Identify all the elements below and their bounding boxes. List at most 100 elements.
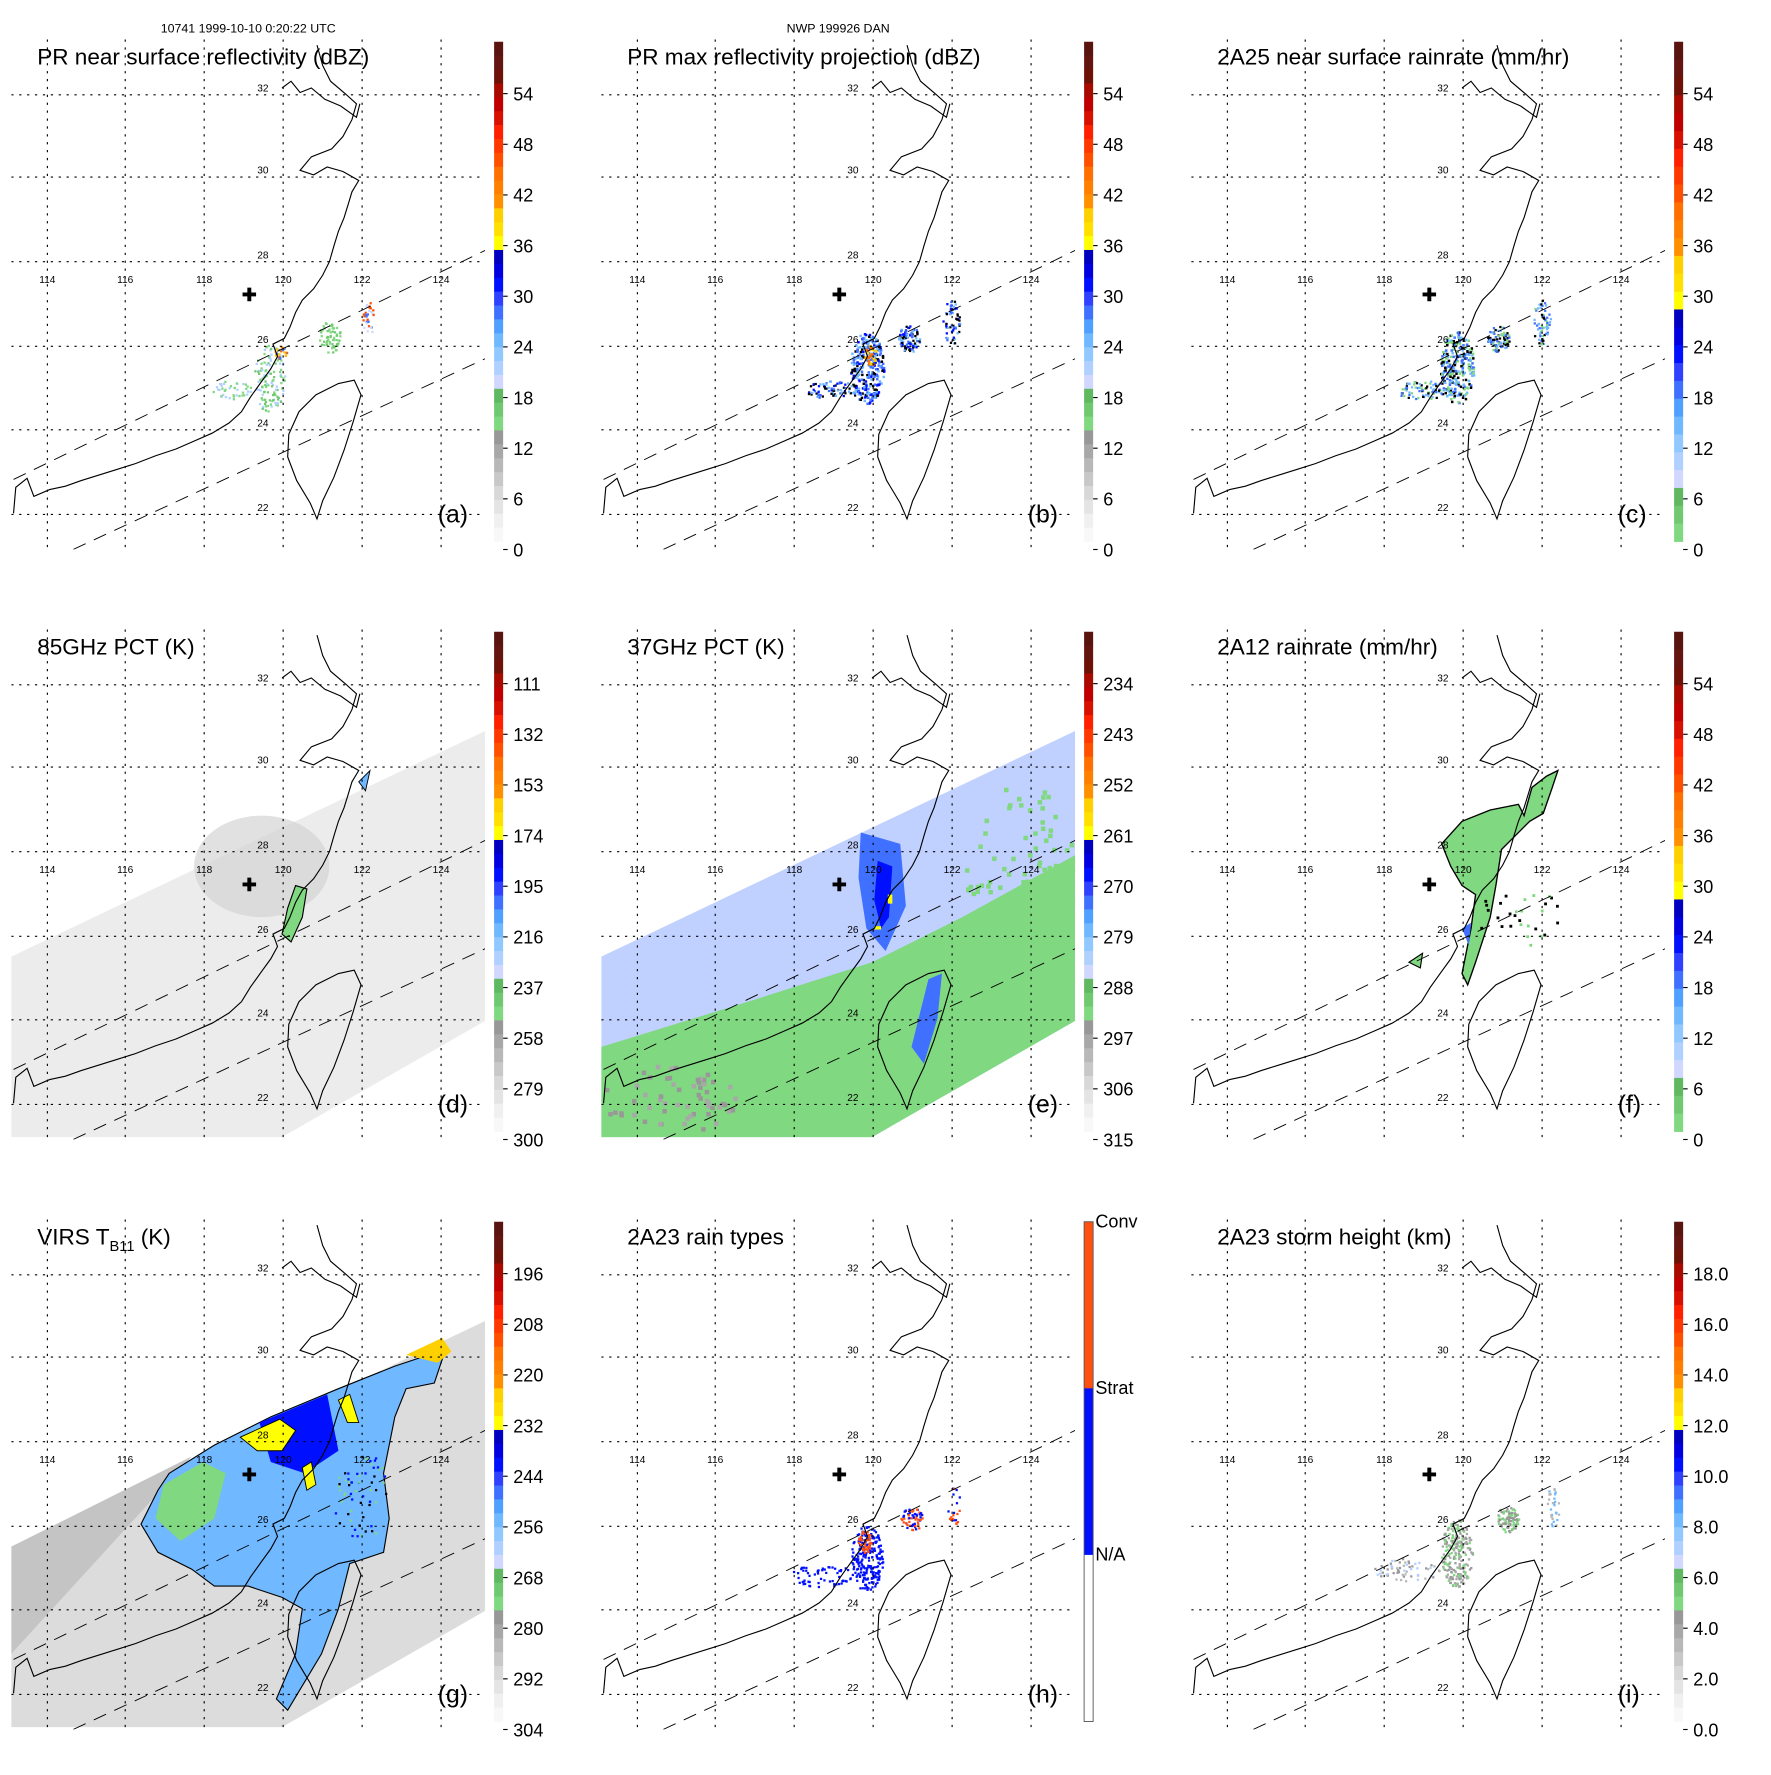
a-data-pixel xyxy=(242,382,245,386)
colorbar-segment xyxy=(1084,69,1094,84)
c-data-pixel xyxy=(1449,341,1452,344)
g-data-pixel xyxy=(362,1495,365,1498)
c-data-pixel xyxy=(1465,356,1468,360)
b-data-pixel xyxy=(859,350,863,354)
b-data-pixel xyxy=(868,391,871,395)
i-data-pixel xyxy=(1459,1540,1462,1543)
colorbar-tick-label: 292 xyxy=(513,1670,543,1690)
b-data-pixel xyxy=(817,393,820,397)
colorbar-segment xyxy=(1084,701,1094,716)
longitude-label: 122 xyxy=(354,275,371,286)
c-data-pixel xyxy=(1453,343,1456,347)
colorbar-segment xyxy=(1084,937,1094,952)
c-data-pixel xyxy=(1430,397,1433,400)
e-data-pixel xyxy=(1038,945,1044,951)
c-data-pixel xyxy=(1472,374,1476,377)
colorbar-segment xyxy=(1084,1075,1094,1091)
i-data-pixel xyxy=(1498,1515,1501,1518)
b-data-pixel xyxy=(855,356,858,360)
a-data-pixel xyxy=(284,354,288,357)
colorbar-segment xyxy=(494,659,504,674)
c-data-pixel xyxy=(1450,397,1453,401)
latitude-label: 32 xyxy=(257,673,269,684)
h-data-pixel xyxy=(819,1577,823,1581)
colorbar-segment xyxy=(1084,756,1094,772)
colorbar-tick-label: 42 xyxy=(1693,186,1713,206)
h-data-pixel xyxy=(856,1559,860,1562)
h-data-pixel xyxy=(878,1552,881,1555)
panel-title-text: 2A23 rain types xyxy=(627,1224,784,1249)
h-data-pixel xyxy=(871,1586,874,1589)
longitude-label: 114 xyxy=(1219,275,1236,286)
a-data-pixel xyxy=(260,397,263,400)
colorbar-tick-label: 12 xyxy=(1693,439,1713,459)
colorbar-segment xyxy=(494,645,504,660)
i-data-pixel xyxy=(1449,1581,1452,1585)
b-data-pixel xyxy=(877,383,881,387)
a-data-pixel xyxy=(265,369,268,372)
c-data-pixel xyxy=(1448,379,1452,382)
b-data-pixel xyxy=(856,364,859,368)
colorbar-segment xyxy=(494,798,504,813)
i-data-pixel xyxy=(1457,1574,1461,1577)
colorbar-segment xyxy=(1084,951,1094,966)
c-data-pixel xyxy=(1461,358,1464,362)
b-data-pixel xyxy=(856,374,860,378)
i-data-pixel xyxy=(1454,1551,1457,1555)
b-data-pixel xyxy=(839,388,843,392)
c-data-pixel xyxy=(1463,354,1466,358)
b-data-pixel xyxy=(866,350,869,354)
i-data-pixel xyxy=(1467,1558,1471,1561)
c-data-pixel xyxy=(1421,394,1425,397)
c-data-pixel xyxy=(1458,391,1461,395)
c-data-pixel xyxy=(1449,366,1452,369)
f-data-pixel xyxy=(1534,927,1538,931)
colorbar-segment xyxy=(1674,1263,1684,1278)
b-data-pixel xyxy=(945,324,948,328)
a-data-pixel xyxy=(276,395,279,398)
b-data-pixel xyxy=(818,396,821,399)
c-data-pixel xyxy=(1418,386,1421,390)
storm-center-cross-icon xyxy=(1422,287,1437,302)
i-data-pixel xyxy=(1502,1522,1505,1525)
b-data-pixel xyxy=(812,388,815,391)
e-data-pixel xyxy=(662,1109,667,1114)
i-data-pixel xyxy=(1462,1565,1465,1568)
longitude-label: 114 xyxy=(629,865,646,876)
b-data-pixel xyxy=(952,336,955,339)
i-data-pixel xyxy=(1455,1545,1459,1548)
c-data-pixel xyxy=(1435,384,1438,388)
c-data-pixel xyxy=(1469,386,1473,389)
c-data-pixel xyxy=(1538,303,1541,306)
longitude-label: 116 xyxy=(707,865,724,876)
b-data-pixel xyxy=(958,324,961,327)
b-data-pixel xyxy=(862,378,866,382)
c-data-pixel xyxy=(1446,352,1449,356)
map-area xyxy=(1191,1219,1666,1730)
colorbar-segment xyxy=(1084,1062,1094,1077)
longitude-label: 120 xyxy=(865,1455,882,1466)
a-data-pixel xyxy=(267,410,270,413)
a-data-pixel xyxy=(249,390,252,394)
c-data-pixel xyxy=(1446,377,1449,381)
b-data-pixel xyxy=(855,367,859,371)
colorbar-category-label: Conv xyxy=(1095,1211,1137,1231)
latitude-label: 30 xyxy=(847,166,859,177)
f-data-pixel xyxy=(1480,926,1484,930)
h-data-pixel xyxy=(879,1544,883,1547)
a-data-pixel xyxy=(263,352,266,356)
c-data-pixel xyxy=(1443,388,1446,392)
h-data-pixel xyxy=(866,1550,870,1553)
b-data-pixel xyxy=(811,391,814,395)
a-data-pixel xyxy=(257,388,261,391)
i-data-pixel xyxy=(1418,1561,1421,1565)
i-data-pixel xyxy=(1447,1544,1451,1547)
b-data-pixel xyxy=(878,343,881,346)
colorbar-segment xyxy=(1084,645,1094,660)
latitude-label: 30 xyxy=(847,756,859,767)
a-data-pixel xyxy=(363,326,366,329)
b-data-pixel xyxy=(857,346,860,350)
b-data-pixel xyxy=(834,384,837,387)
i-data-pixel xyxy=(1509,1524,1512,1527)
